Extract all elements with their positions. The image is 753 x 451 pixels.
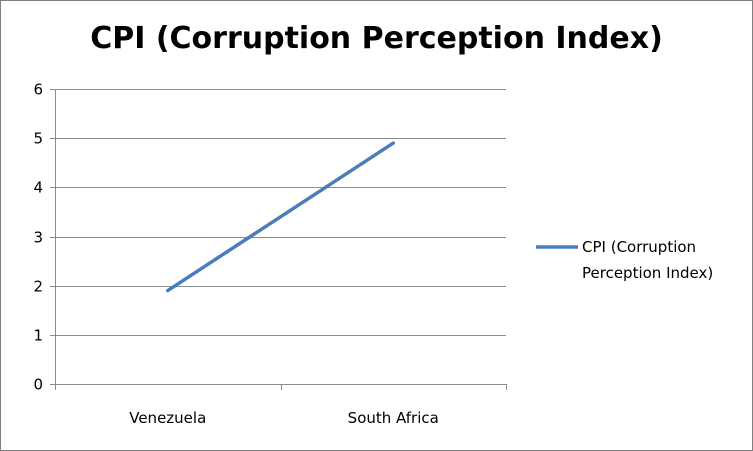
y-tick-label-5: 5 [33,130,43,148]
y-tick-label-0: 0 [33,376,43,394]
series-line-0 [166,141,395,293]
legend: CPI (Corruption Perception Index) [536,238,713,282]
x-tick-label-0: Venezuela [129,409,206,427]
series-layer [166,141,395,293]
y-axis-tick-labels: 0 1 2 3 4 5 6 [33,81,43,394]
x-axis-tick-labels: Venezuela South Africa [129,409,439,427]
legend-label-line-1: CPI (Corruption [582,238,696,256]
axes [50,89,507,390]
y-tick-label-4: 4 [33,179,43,197]
y-tick-label-6: 6 [33,81,43,99]
gridlines [55,89,506,336]
y-tick-label-2: 2 [33,278,43,296]
chart-title: CPI (Corruption Perception Index) [90,21,663,56]
y-tick-label-3: 3 [33,229,43,247]
y-tick-label-1: 1 [33,327,43,345]
legend-label-line-2: Perception Index) [582,264,713,282]
x-tick-label-1: South Africa [348,409,439,427]
